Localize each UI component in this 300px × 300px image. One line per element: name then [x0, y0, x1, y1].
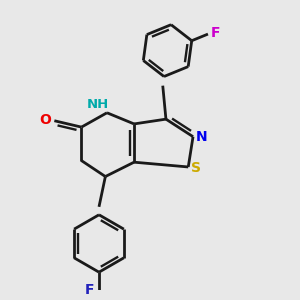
- Text: NH: NH: [86, 98, 109, 111]
- Text: F: F: [211, 26, 221, 40]
- Text: F: F: [85, 283, 94, 297]
- Text: O: O: [40, 113, 51, 127]
- Text: S: S: [191, 160, 201, 175]
- Text: N: N: [196, 130, 208, 144]
